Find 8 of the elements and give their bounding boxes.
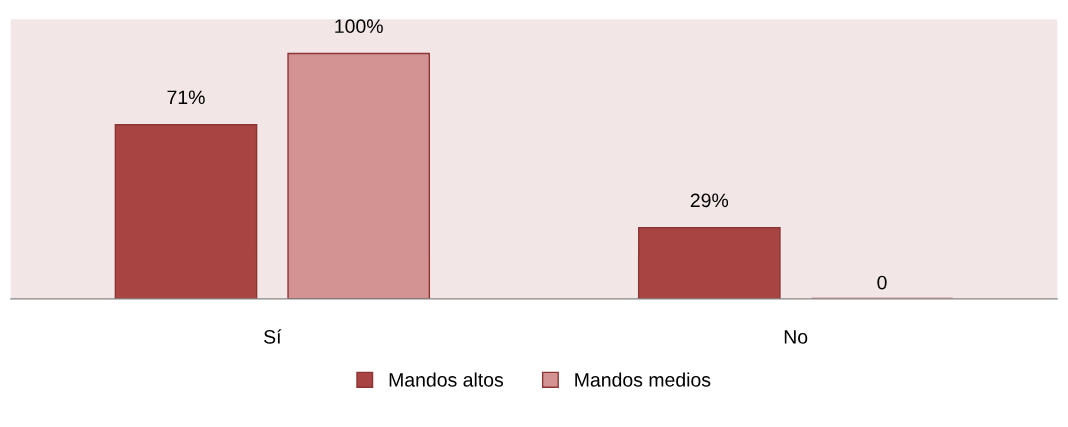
data-label: 71% bbox=[167, 90, 205, 105]
x-tick-label: No bbox=[784, 330, 808, 344]
data-label: 29% bbox=[690, 193, 729, 208]
legend-label: Mandos altos bbox=[389, 372, 504, 387]
x-tick-label: Sí bbox=[264, 329, 282, 344]
legend-label: Mandos medios bbox=[575, 372, 711, 387]
data-label: 0 bbox=[877, 275, 887, 290]
data-label: 100% bbox=[335, 19, 383, 34]
